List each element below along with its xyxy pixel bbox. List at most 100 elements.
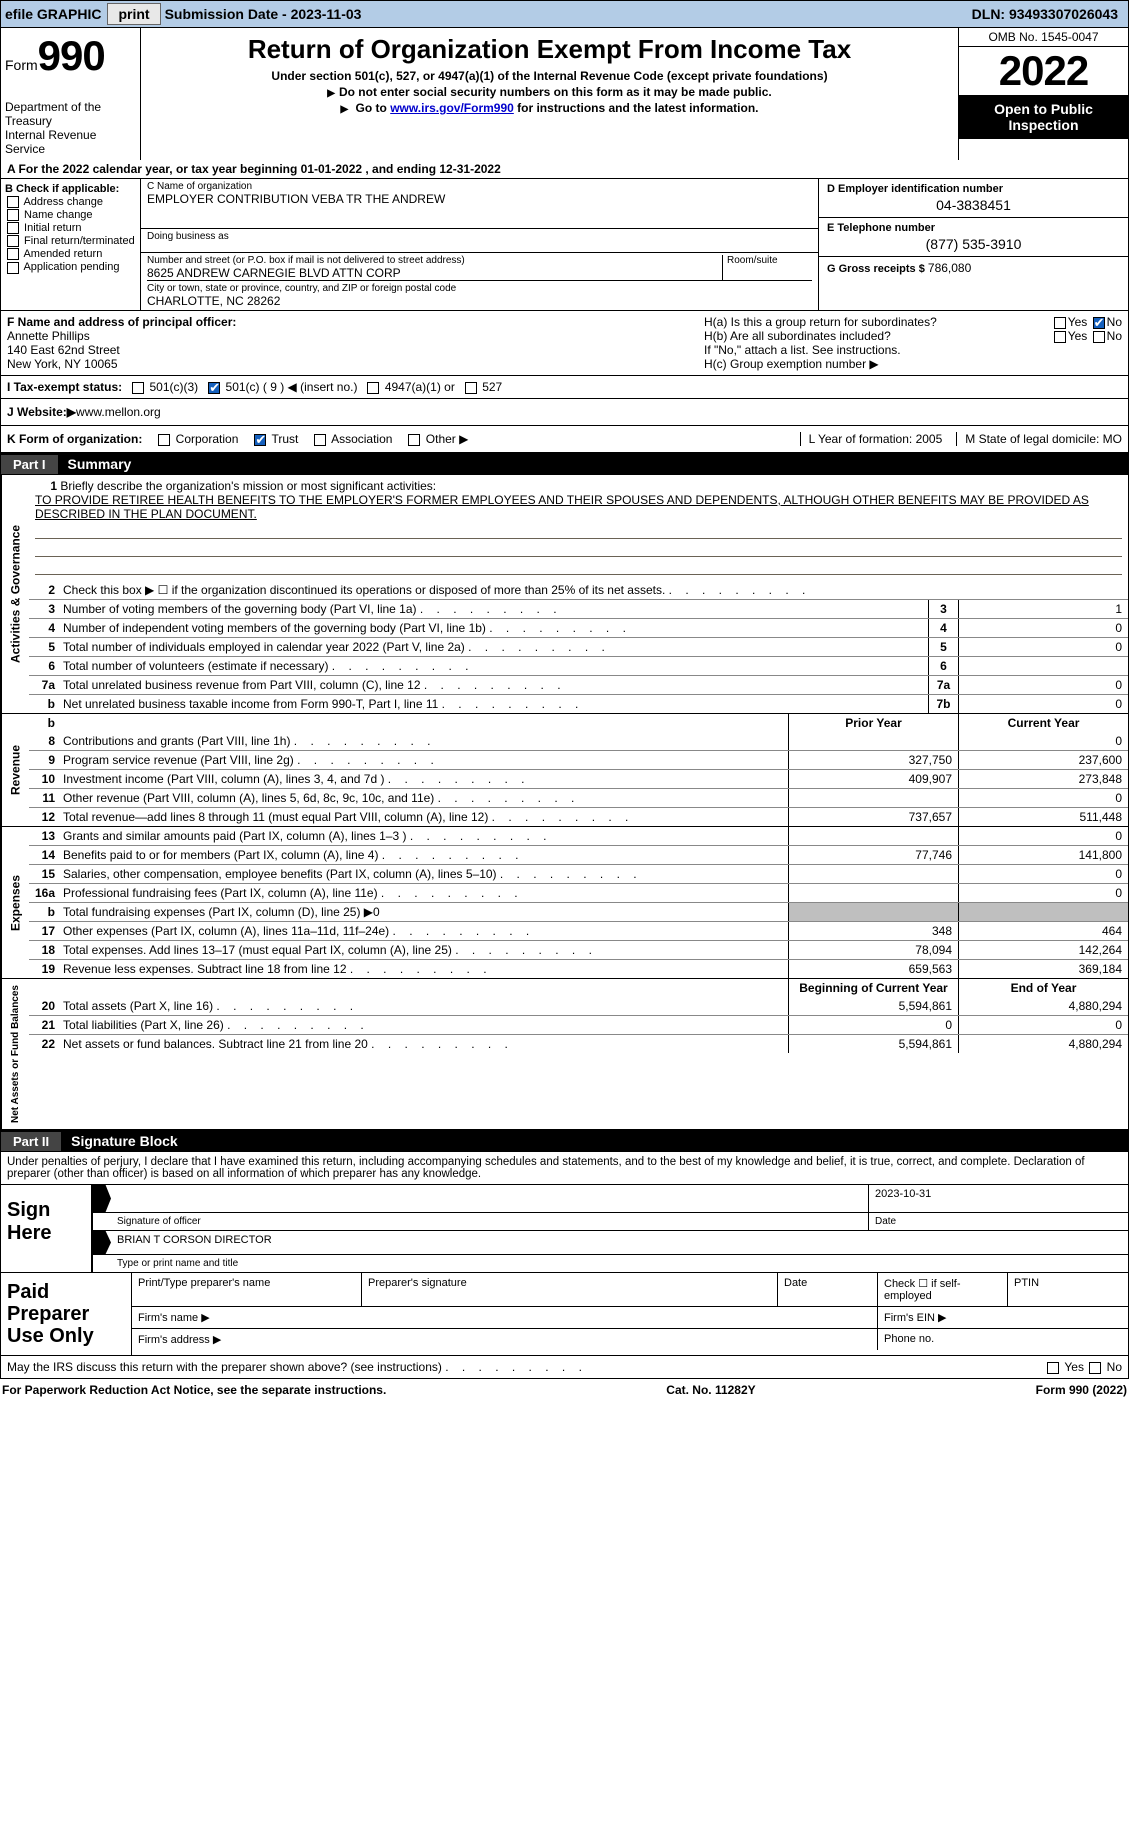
dba-label: Doing business as (147, 231, 812, 242)
sign-arrow-icon-2 (93, 1231, 111, 1254)
firm-addr-label: Firm's address ▶ (132, 1329, 878, 1350)
tax-exempt-status: I Tax-exempt status: 501(c)(3) 501(c) ( … (0, 376, 1129, 399)
hb-text: H(b) Are all subordinates included? (704, 329, 891, 343)
other-checkbox[interactable] (408, 434, 420, 446)
status-527-checkbox[interactable] (465, 382, 477, 394)
status-501c3-checkbox[interactable] (132, 382, 144, 394)
sign-arrow-icon (93, 1185, 111, 1212)
current-year-hdr: Current Year (958, 714, 1128, 732)
side-governance: Activities & Governance (1, 475, 29, 713)
status-4947-checkbox[interactable] (367, 382, 379, 394)
prep-sig-label: Preparer's signature (362, 1273, 778, 1306)
trust-checkbox[interactable] (254, 434, 266, 446)
prep-ptin-label: PTIN (1008, 1273, 1128, 1306)
box-b-option[interactable]: Name change (5, 209, 136, 221)
prep-self-emp: Check ☐ if self-employed (878, 1273, 1008, 1306)
name-title-label: Type or print name and title (111, 1255, 1128, 1272)
ha-yes-checkbox[interactable] (1054, 317, 1066, 329)
dept-irs: Internal Revenue Service (5, 128, 136, 156)
ha-no-checkbox[interactable] (1093, 317, 1105, 329)
box-b-option[interactable]: Application pending (5, 261, 136, 273)
box-b-option[interactable]: Address change (5, 196, 136, 208)
summary-line: 14Benefits paid to or for members (Part … (29, 845, 1128, 864)
opt-assoc: Association (331, 432, 392, 446)
summary-line: 21Total liabilities (Part X, line 26)00 (29, 1015, 1128, 1034)
gross-value: 786,080 (928, 261, 971, 275)
box-c-org: C Name of organization EMPLOYER CONTRIBU… (141, 179, 818, 310)
org-name: EMPLOYER CONTRIBUTION VEBA TR THE ANDREW (147, 192, 812, 206)
ein-value: 04-3838451 (827, 197, 1120, 213)
officer-name: Annette Phillips (7, 329, 692, 343)
addr-value: 8625 ANDREW CARNEGIE BLVD ATTN CORP (147, 266, 722, 280)
submission-label: Submission Date - 2023-11-03 (165, 6, 362, 22)
open-to-public: Open to Public Inspection (959, 95, 1128, 139)
summary-line: 18Total expenses. Add lines 13–17 (must … (29, 940, 1128, 959)
sub3b: for instructions and the latest informat… (514, 101, 759, 115)
summary-line: 17Other expenses (Part IX, column (A), l… (29, 921, 1128, 940)
hb-note: If "No," attach a list. See instructions… (704, 343, 1122, 357)
box-b-option[interactable]: Initial return (5, 222, 136, 234)
discuss-yes: Yes (1064, 1360, 1084, 1374)
box-b-option[interactable]: Amended return (5, 248, 136, 260)
status-d: 527 (482, 380, 502, 394)
summary-line: 4Number of independent voting members of… (29, 618, 1128, 637)
box-b-applicable: B Check if applicable: Address change Na… (1, 179, 141, 310)
firm-phone-label: Phone no. (878, 1329, 1128, 1350)
no1: No (1107, 315, 1122, 329)
year-formation: L Year of formation: 2005 (800, 432, 943, 446)
subtitle-3: Go to www.irs.gov/Form990 for instructio… (147, 101, 952, 115)
header-left: Form990 Department of the Treasury Inter… (1, 28, 141, 160)
summary-line: 9Program service revenue (Part VIII, lin… (29, 750, 1128, 769)
status-b: 501(c) ( 9 ) ◀ (insert no.) (226, 380, 358, 394)
paid-preparer-label: Paid Preparer Use Only (1, 1273, 131, 1355)
part-2-title: Signature Block (61, 1131, 188, 1151)
website-row: J Website:▶ www.mellon.org (0, 399, 1129, 426)
cat-no: Cat. No. 11282Y (666, 1383, 755, 1397)
dept-treasury: Department of the Treasury (5, 100, 136, 128)
opt-corp: Corporation (176, 432, 239, 446)
discuss-yes-checkbox[interactable] (1047, 1362, 1059, 1374)
tax-year: 2022 (959, 47, 1128, 95)
line-a-tax-year: A For the 2022 calendar year, or tax yea… (0, 160, 1129, 179)
prep-date-label: Date (778, 1273, 878, 1306)
summary-line: 22Net assets or fund balances. Subtract … (29, 1034, 1128, 1053)
form-org-row: K Form of organization: Corporation Trus… (0, 426, 1129, 453)
corp-checkbox[interactable] (158, 434, 170, 446)
summary-line: bTotal fundraising expenses (Part IX, co… (29, 902, 1128, 921)
status-c: 4947(a)(1) or (385, 380, 455, 394)
assoc-checkbox[interactable] (314, 434, 326, 446)
header-right: OMB No. 1545-0047 2022 Open to Public In… (958, 28, 1128, 160)
part-2-header: Part II Signature Block (0, 1130, 1129, 1152)
state-domicile: M State of legal domicile: MO (956, 432, 1122, 446)
status-501c-checkbox[interactable] (208, 382, 220, 394)
form-number: 990 (38, 32, 105, 79)
irs-link[interactable]: www.irs.gov/Form990 (390, 101, 514, 115)
hb-no-checkbox[interactable] (1093, 331, 1105, 343)
city-label: City or town, state or province, country… (147, 283, 812, 294)
website-value: www.mellon.org (76, 405, 161, 419)
efile-label: efile GRAPHIC (5, 6, 101, 22)
summary-line: 20Total assets (Part X, line 16)5,594,86… (29, 997, 1128, 1015)
hb-yes-checkbox[interactable] (1054, 331, 1066, 343)
print-button[interactable]: print (107, 3, 160, 25)
summary-line: 6Total number of volunteers (estimate if… (29, 656, 1128, 675)
dln-label: DLN: (972, 6, 1009, 22)
website-label: J Website:▶ (7, 405, 76, 419)
formorg-label: K Form of organization: (7, 432, 142, 446)
prep-name-label: Print/Type preparer's name (132, 1273, 362, 1306)
side-net: Net Assets or Fund Balances (1, 979, 29, 1129)
discuss-no-checkbox[interactable] (1089, 1362, 1101, 1374)
part-2-tab: Part II (1, 1132, 61, 1151)
summary-line: 19Revenue less expenses. Subtract line 1… (29, 959, 1128, 978)
summary-line: 11Other revenue (Part VIII, column (A), … (29, 788, 1128, 807)
section-bcd: B Check if applicable: Address change Na… (0, 179, 1129, 311)
side-expenses: Expenses (1, 827, 29, 978)
name-label: C Name of organization (147, 181, 812, 192)
page-footer: For Paperwork Reduction Act Notice, see … (0, 1379, 1129, 1401)
sub-label-text: Submission Date - (165, 6, 291, 22)
begin-year-hdr: Beginning of Current Year (788, 979, 958, 997)
box-b-option[interactable]: Final return/terminated (5, 235, 136, 247)
underline-2 (35, 541, 1122, 557)
opt-trust: Trust (272, 432, 299, 446)
summary-line: 15Salaries, other compensation, employee… (29, 864, 1128, 883)
